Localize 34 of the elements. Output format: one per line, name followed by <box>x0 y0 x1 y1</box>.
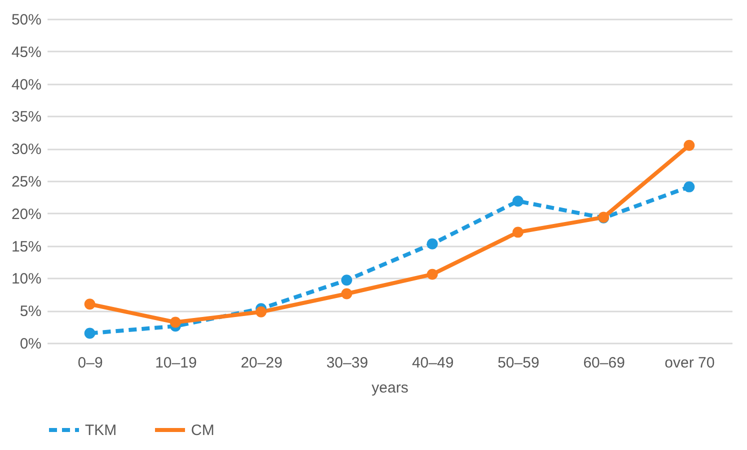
legend-label: CM <box>191 422 214 439</box>
y-tick-label: 30% <box>11 141 42 158</box>
point <box>341 274 352 286</box>
legend-label: TKM <box>85 422 117 439</box>
x-axis-title: years <box>372 380 408 396</box>
y-tick-label: 35% <box>11 108 42 126</box>
point <box>341 288 352 300</box>
y-tick-label: 50% <box>11 12 42 28</box>
x-tick-label: 10–19 <box>155 354 197 372</box>
point <box>256 306 267 318</box>
y-tick-label: 0% <box>20 336 42 352</box>
y-tick-label: 40% <box>11 76 42 94</box>
y-tick-label: 20% <box>11 206 42 223</box>
y-tick-label: 45% <box>11 44 42 61</box>
point <box>84 298 96 310</box>
x-tick-label: 60–69 <box>583 354 625 372</box>
point <box>684 140 695 151</box>
point <box>426 238 438 250</box>
x-tick-label: 0–9 <box>78 354 103 372</box>
y-tick-label: 5% <box>20 303 42 320</box>
point <box>84 328 96 339</box>
point <box>684 181 695 192</box>
x-tick-label: 50–59 <box>498 354 540 372</box>
point <box>170 316 181 328</box>
x-tick-label: 40–49 <box>412 354 454 372</box>
y-tick-label: 10% <box>11 270 42 288</box>
x-tick-label: over 70 <box>664 354 715 372</box>
point <box>512 226 524 238</box>
y-tick-label: 25% <box>11 174 42 190</box>
point <box>426 268 438 280</box>
y-tick-label: 15% <box>11 238 42 256</box>
x-tick-label: 30–39 <box>326 354 368 372</box>
x-tick-label: 20–29 <box>240 354 282 372</box>
point <box>512 196 524 207</box>
